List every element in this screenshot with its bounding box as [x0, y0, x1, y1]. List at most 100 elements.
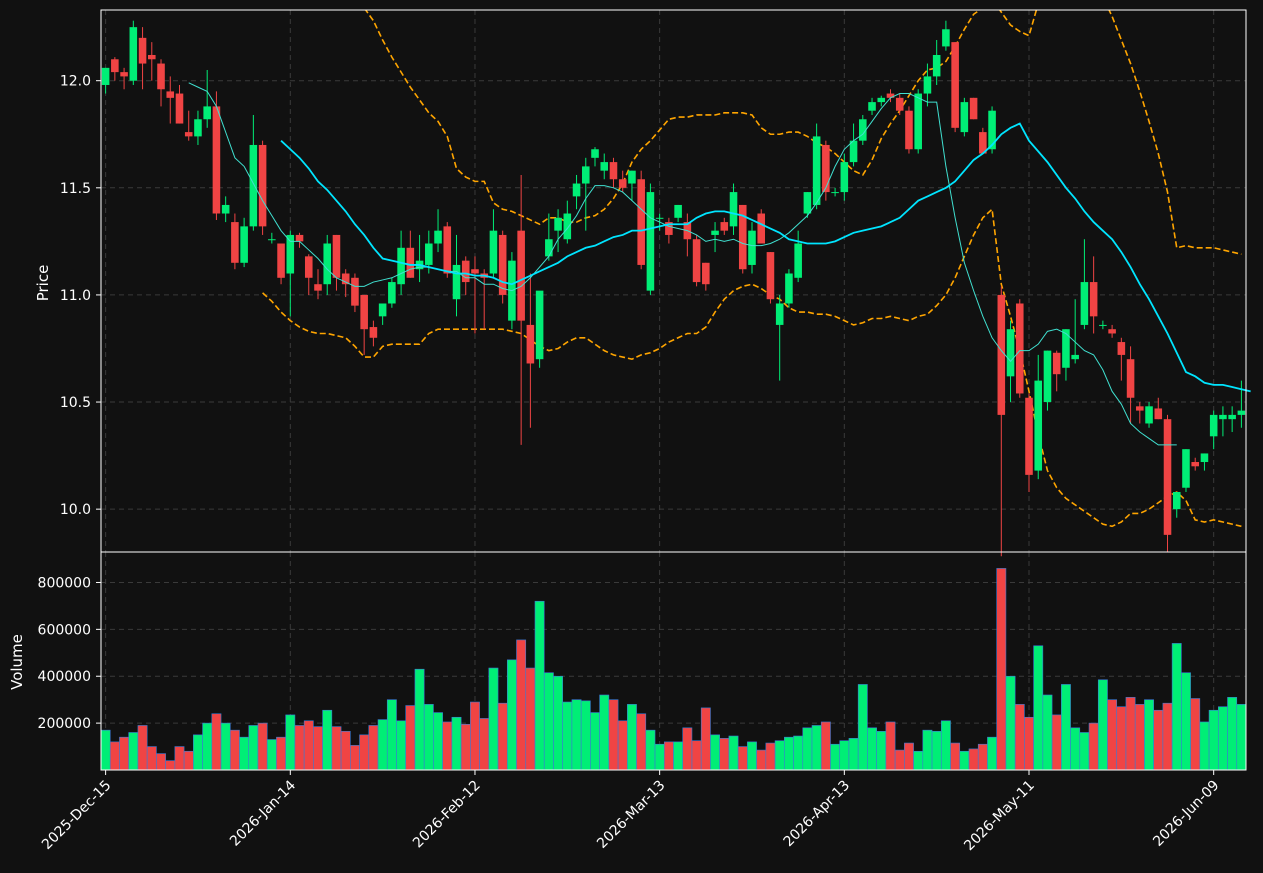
candle-body [1136, 406, 1144, 411]
candle-body [249, 144, 258, 227]
price-tick-label: 10.5 [60, 395, 91, 411]
candle-body [157, 63, 165, 90]
volume-bar [211, 713, 222, 771]
volume-bar [940, 720, 951, 771]
volume-bar [137, 725, 148, 771]
candle-body [563, 213, 572, 240]
candle-body [1237, 410, 1246, 415]
candle-body [1071, 354, 1079, 360]
volume-bar [700, 707, 711, 771]
bollinger-upper-line [364, 10, 1242, 255]
candle-body [184, 132, 193, 137]
candle-body [129, 27, 138, 81]
volume-bar [100, 729, 111, 771]
volume-bar [1208, 709, 1219, 771]
candle-body [1172, 492, 1181, 510]
volume-bar [848, 738, 859, 771]
volume-bars [100, 568, 1247, 771]
candle-body [1099, 324, 1107, 326]
candle-body [960, 102, 969, 133]
volume-bar [747, 741, 757, 771]
candle-body [498, 234, 507, 295]
volume-bar [285, 714, 296, 771]
candle-body [1108, 329, 1116, 334]
volume-bar [460, 723, 471, 771]
volume-bar [913, 750, 924, 771]
candle-body [360, 294, 368, 330]
candle-body [609, 162, 618, 180]
candle-body [258, 144, 267, 227]
volume-axis-ticks: 200000 400000 600000 800000 [38, 575, 101, 732]
volume-bar [811, 725, 822, 771]
sma-fast-line [188, 82, 1177, 446]
candle-body [545, 239, 553, 257]
candle-body [240, 226, 248, 263]
candle-body [166, 91, 175, 98]
volume-bar [220, 722, 231, 771]
candle-body [572, 183, 581, 197]
bollinger-bands [262, 10, 1242, 528]
volume-bar [737, 746, 748, 771]
candle-body [268, 239, 276, 241]
candle-body [406, 247, 415, 278]
candle-body [1145, 406, 1153, 424]
candle-body [1034, 380, 1043, 471]
candle-body [388, 282, 396, 304]
volume-bar [174, 746, 185, 771]
volume-bar [497, 702, 508, 771]
volume-bar [1051, 714, 1062, 771]
candle-body [886, 93, 895, 98]
candle-body [1154, 408, 1163, 420]
candle-body [628, 170, 636, 184]
volume-bar [904, 742, 914, 771]
volume-bar [479, 718, 490, 771]
candle-body [277, 243, 285, 278]
candle-body [351, 277, 359, 306]
candle-body [942, 29, 950, 47]
volume-bar [322, 709, 333, 771]
volume-bar [451, 716, 462, 771]
volume-bar [156, 753, 166, 771]
candle-body [138, 37, 147, 64]
candle-body [434, 230, 442, 244]
volume-bar [470, 701, 480, 771]
candle-body [425, 243, 433, 265]
candle-body [702, 262, 710, 285]
volume-bar [340, 731, 351, 771]
candle-body [711, 230, 719, 235]
volume-bar [257, 722, 268, 771]
candle-body [1052, 352, 1061, 375]
candle-body [526, 324, 535, 364]
price-axis-ticks: 10.0 10.5 11.0 11.5 12.0 [60, 74, 101, 518]
candle-body [794, 243, 802, 278]
volume-tick-label: 400000 [38, 669, 91, 685]
candle-body [748, 230, 756, 265]
volume-bar [802, 727, 813, 771]
volume-bar [1005, 675, 1016, 771]
volume-bar [1070, 727, 1081, 771]
candle-body [1182, 449, 1190, 488]
volume-bar [1125, 697, 1136, 771]
volume-bar [1014, 704, 1025, 771]
candle-body [369, 327, 378, 338]
volume-bar [109, 741, 120, 771]
candle-body [323, 243, 332, 285]
volume-bar [774, 740, 785, 771]
candle-body [1006, 329, 1015, 377]
volume-bar [525, 667, 536, 771]
candle-body [1126, 359, 1135, 398]
volume-bar [183, 750, 194, 771]
candle-body [914, 93, 922, 150]
volume-bar [1181, 672, 1191, 771]
price-tick-label: 12.0 [60, 74, 91, 90]
volume-bar [405, 705, 416, 771]
volume-bar [506, 659, 517, 771]
candle-body [877, 97, 886, 103]
candle-body [120, 72, 128, 77]
volume-bar [673, 741, 684, 771]
volume-bar [229, 729, 240, 771]
volume-panel-frame [100, 551, 1247, 771]
candle-body [665, 222, 673, 235]
candle-body [757, 213, 766, 244]
volume-bar [839, 740, 850, 771]
